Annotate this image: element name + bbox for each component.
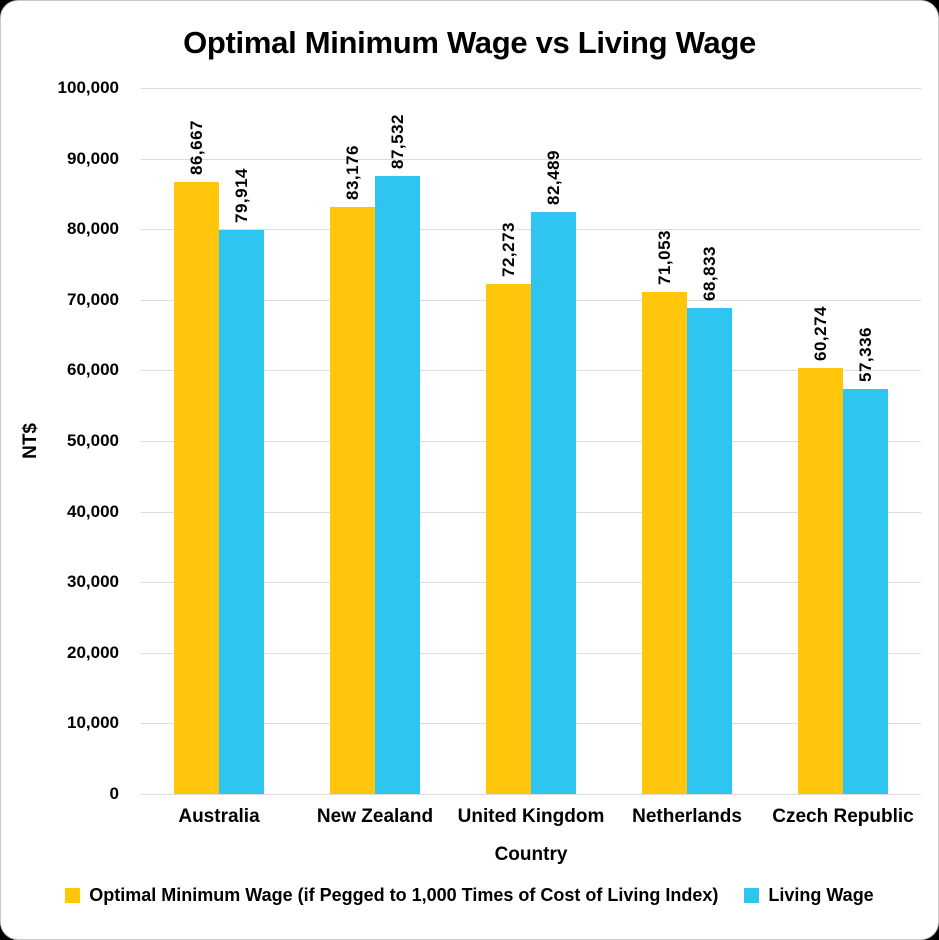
bar bbox=[687, 308, 732, 794]
y-tick-label: 30,000 bbox=[67, 572, 119, 592]
legend-item-optimal-minimum-wage: Optimal Minimum Wage (if Pegged to 1,000… bbox=[65, 885, 718, 906]
bar bbox=[843, 389, 888, 794]
bar-group: 72,273 82,489 bbox=[453, 88, 609, 794]
legend-swatch-living-wage bbox=[744, 888, 760, 903]
plot-area: 86,667 79,914 83,176 87,532 72,273 82,489 71,0… bbox=[141, 88, 921, 795]
bar-value-label: 72,273 bbox=[498, 221, 518, 277]
bar bbox=[375, 176, 420, 794]
y-tick-label: 60,000 bbox=[67, 360, 119, 380]
y-tick-label: 80,000 bbox=[67, 219, 119, 239]
bar bbox=[330, 206, 375, 794]
y-tick-label: 40,000 bbox=[67, 501, 119, 521]
chart-title: Optimal Minimum Wage vs Living Wage bbox=[183, 25, 756, 60]
bar-group: 86,667 79,914 bbox=[141, 88, 297, 794]
bar-column: 87,532 bbox=[375, 88, 420, 794]
bar-value-label: 71,053 bbox=[654, 230, 674, 286]
y-tick-label: 0 bbox=[109, 784, 119, 803]
bar bbox=[219, 229, 264, 794]
legend-item-living-wage: Living Wage bbox=[744, 885, 874, 906]
bar-column: 72,273 bbox=[486, 88, 531, 794]
legend-label-living-wage: Living Wage bbox=[768, 885, 874, 905]
bar-groups: 86,667 79,914 83,176 87,532 72,273 82,489 71,0… bbox=[141, 88, 921, 794]
y-axis-labels: 0 10,000 20,000 30,000 40,000 50,000 60,000 70,… bbox=[1, 78, 131, 803]
bar-value-label: 87,532 bbox=[387, 114, 407, 170]
gridline bbox=[141, 794, 921, 795]
bar-value-label: 60,274 bbox=[810, 306, 830, 362]
bar-group: 83,176 87,532 bbox=[297, 88, 453, 794]
bar-column: 86,667 bbox=[174, 88, 219, 794]
bar-column: 68,833 bbox=[687, 88, 732, 794]
x-axis-title: Country bbox=[494, 844, 568, 865]
y-tick-label: 100,000 bbox=[57, 78, 119, 97]
bar-column: 83,176 bbox=[330, 88, 375, 794]
x-category-label: Australia bbox=[178, 806, 260, 827]
bar-column: 57,336 bbox=[843, 88, 888, 794]
bar-column: 82,489 bbox=[531, 88, 576, 794]
y-tick-label: 90,000 bbox=[67, 148, 119, 168]
bar bbox=[174, 182, 219, 794]
y-tick-label: 20,000 bbox=[67, 642, 119, 662]
bar-value-label: 86,667 bbox=[186, 120, 206, 176]
x-category-label: United Kingdom bbox=[457, 806, 605, 827]
bar-column: 79,914 bbox=[219, 88, 264, 794]
legend-swatch-optimal-minimum-wage bbox=[65, 888, 81, 903]
y-tick-label: 70,000 bbox=[67, 289, 119, 309]
bar-group: 71,053 68,833 bbox=[609, 88, 765, 794]
y-tick-label: 10,000 bbox=[67, 713, 119, 733]
gridline bbox=[141, 158, 921, 160]
bar-value-label: 79,914 bbox=[231, 167, 251, 223]
bar-value-label: 82,489 bbox=[543, 149, 563, 205]
bar-column: 71,053 bbox=[642, 88, 687, 794]
x-category-label: Czech Republic bbox=[772, 806, 914, 827]
bar bbox=[531, 211, 576, 794]
bar-value-label: 83,176 bbox=[342, 144, 362, 200]
legend-label-optimal-minimum-wage: Optimal Minimum Wage (if Pegged to 1,000… bbox=[89, 885, 719, 905]
x-category-label: New Zealand bbox=[316, 806, 434, 827]
legend: Optimal Minimum Wage (if Pegged to 1,000… bbox=[1, 885, 938, 906]
bar bbox=[798, 368, 843, 794]
y-tick-label: 50,000 bbox=[67, 431, 119, 450]
bar-value-label: 68,833 bbox=[699, 246, 719, 302]
gridline bbox=[141, 88, 921, 89]
bar bbox=[486, 283, 531, 794]
x-category-label: Netherlands bbox=[632, 806, 742, 827]
bar-column: 60,274 bbox=[798, 88, 843, 794]
x-axis-labels: Australia New Zealand United Kingdom Nether… bbox=[141, 806, 921, 828]
bar bbox=[642, 292, 687, 794]
bar-group: 60,274 57,336 bbox=[765, 88, 921, 794]
bar-value-label: 57,336 bbox=[855, 327, 875, 383]
